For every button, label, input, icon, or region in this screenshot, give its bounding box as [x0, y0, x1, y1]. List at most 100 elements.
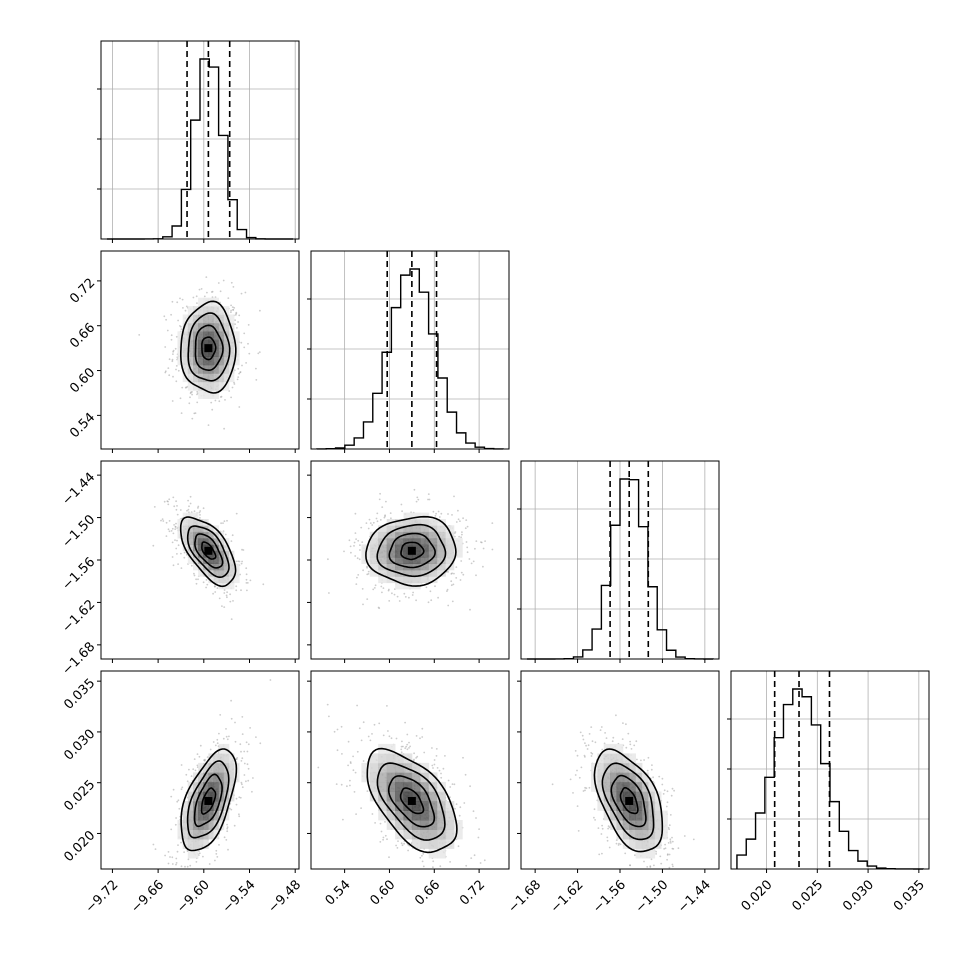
sample-point: [607, 827, 609, 830]
density-cell: [223, 306, 230, 315]
sample-point: [468, 558, 471, 560]
sample-point: [205, 579, 208, 581]
sample-point: [663, 789, 666, 792]
sample-point: [428, 498, 431, 501]
sample-point: [661, 783, 664, 786]
hist-panel-0: [97, 40, 300, 243]
sample-point: [227, 297, 230, 299]
sample-point: [177, 319, 180, 322]
sample-point: [241, 716, 244, 718]
density-cell: [386, 569, 396, 577]
sample-point: [491, 548, 494, 551]
density-cell: [420, 531, 430, 539]
sample-point: [191, 391, 193, 393]
density-cell: [187, 538, 194, 545]
sample-point: [459, 806, 462, 809]
density-cell: [654, 820, 662, 830]
density-cell: [654, 829, 662, 840]
density-cell: [218, 364, 225, 374]
density-cell: [361, 762, 371, 773]
sample-point: [480, 541, 482, 543]
density-cell: [193, 525, 199, 533]
sample-point: [388, 735, 391, 738]
sample-point: [198, 852, 201, 855]
sample-point: [599, 729, 602, 731]
sample-point: [189, 392, 192, 395]
density-cell: [403, 569, 413, 577]
sample-point: [177, 369, 180, 372]
density-cell: [187, 306, 194, 315]
sample-point: [659, 855, 662, 858]
density-cell: [428, 848, 438, 859]
density-cell: [187, 839, 194, 849]
sample-point: [257, 352, 260, 355]
sample-point: [625, 746, 628, 749]
sample-point: [195, 582, 198, 585]
sample-point: [214, 744, 217, 747]
sample-point: [240, 750, 242, 753]
density-cell: [610, 791, 617, 802]
sample-point: [362, 721, 365, 724]
sample-point: [225, 839, 228, 841]
density-cell: [453, 820, 463, 830]
sample-point: [629, 740, 631, 743]
density-cell: [208, 781, 214, 792]
sample-point: [211, 408, 214, 411]
sample-point: [243, 346, 246, 349]
sample-point: [259, 742, 262, 745]
contour-level-3: [366, 747, 458, 854]
density-cell: [187, 339, 194, 349]
density-cell: [622, 839, 630, 849]
density-cell: [616, 801, 624, 811]
density-cell: [622, 791, 630, 802]
density-cell: [223, 314, 230, 324]
density-cell: [213, 381, 219, 391]
density-cell: [395, 576, 404, 584]
density-cell: [411, 762, 421, 773]
sample-point: [251, 790, 253, 793]
density-cell: [445, 820, 455, 830]
sample-point: [222, 737, 225, 740]
sample-point: [188, 505, 190, 508]
sample-point: [655, 853, 657, 855]
density-cell: [437, 569, 446, 577]
density-cell: [403, 791, 413, 802]
scatter-panel-1-0: 0.540.600.660.72: [67, 250, 300, 453]
hist-panel-3: 0.020 0.025 0.030 0.035: [727, 670, 930, 914]
density-cell: [223, 810, 230, 821]
sample-point: [458, 535, 460, 538]
sample-point: [164, 854, 167, 857]
density-cell: [193, 512, 199, 520]
sample-point: [152, 544, 155, 547]
sample-point: [464, 773, 467, 776]
density-cell: [616, 772, 624, 783]
density-cell: [234, 772, 240, 783]
density-cell: [603, 772, 611, 783]
sample-point: [600, 833, 603, 835]
density-cell: [208, 801, 214, 811]
sample-point: [451, 600, 454, 603]
sample-point: [190, 564, 193, 567]
sample-point: [212, 592, 215, 595]
sample-point: [466, 525, 469, 528]
density-cell: [228, 314, 235, 324]
sample-point: [226, 596, 228, 599]
density-cell: [428, 791, 438, 802]
density-cell: [411, 576, 421, 584]
sample-point: [462, 756, 464, 759]
density-cell: [203, 772, 209, 783]
density-cell: [208, 576, 214, 584]
sample-point: [189, 396, 191, 399]
sample-point: [187, 858, 190, 861]
density-cell: [213, 576, 219, 584]
density-cell: [616, 781, 624, 792]
contour-level-1: [194, 324, 224, 371]
sample-point: [163, 500, 166, 503]
sample-point: [453, 572, 455, 575]
sample-point: [354, 555, 357, 557]
sample-point: [652, 776, 654, 779]
density-cell: [198, 381, 204, 391]
sample-point: [417, 498, 420, 501]
sample-point: [170, 334, 173, 337]
sample-point: [669, 814, 672, 816]
